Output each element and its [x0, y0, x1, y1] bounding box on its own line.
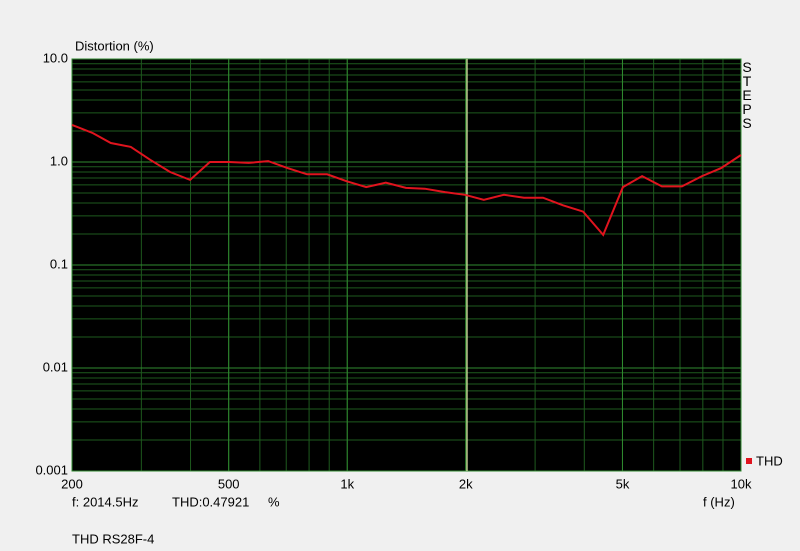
y-tick-label: 0.01: [43, 359, 68, 374]
legend-label: THD: [756, 453, 783, 468]
legend-swatch: [746, 458, 752, 464]
x-tick-label: 5k: [616, 476, 630, 491]
x-axis-title: f (Hz): [703, 494, 735, 509]
plot-border: [71, 58, 742, 472]
side-label: STEPS: [742, 59, 752, 131]
x-tick-label: 2k: [459, 476, 473, 491]
y-tick-label: 0.1: [50, 256, 68, 271]
y-tick-label: 0.001: [35, 462, 68, 477]
y-tick-label: 1.0: [50, 153, 68, 168]
x-tick-label: 1k: [340, 476, 354, 491]
cursor-label: f: 2014.5Hz: [72, 494, 139, 509]
y-axis-title: Distortion (%): [75, 38, 154, 53]
y-tick-label: 10.0: [43, 50, 68, 65]
data-line: [71, 123, 742, 237]
cursor-unit: %: [268, 494, 280, 509]
cursor-readout: THD:0.47921: [172, 494, 249, 509]
x-tick-label: 10k: [731, 476, 752, 491]
x-tick-label: 500: [218, 476, 240, 491]
chart-title: THD RS28F-4: [72, 531, 154, 546]
x-tick-label: 200: [61, 476, 83, 491]
